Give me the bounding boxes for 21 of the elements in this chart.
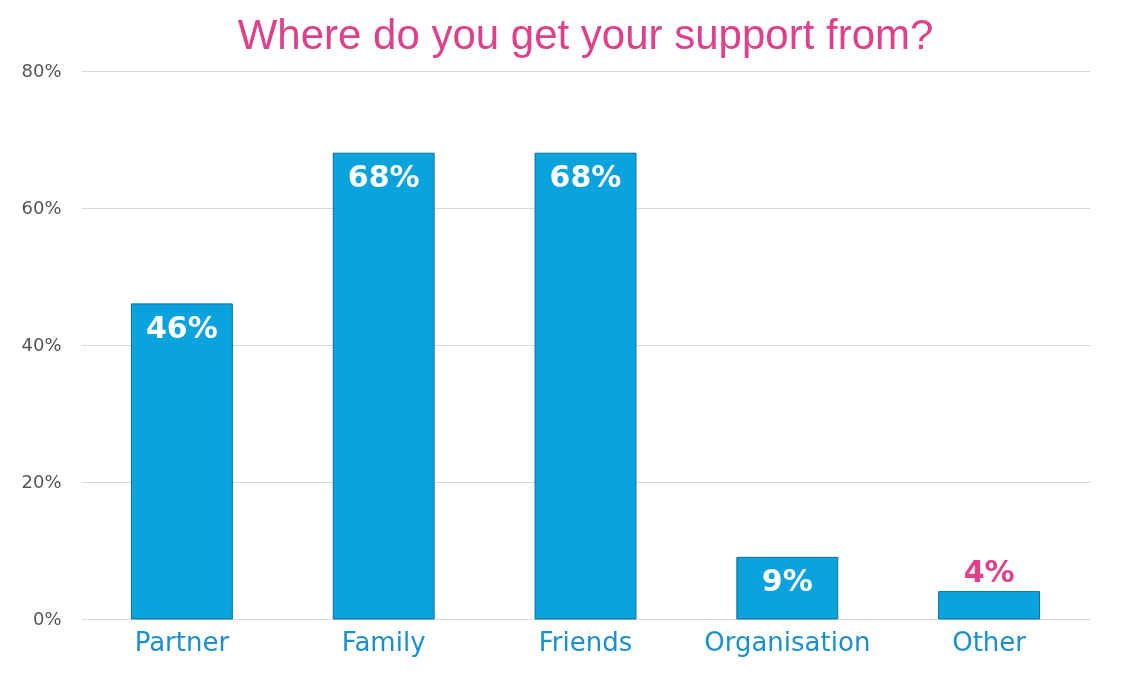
y-tick-label: 20% (21, 470, 62, 492)
y-tick-label: 60% (21, 196, 62, 218)
data-label: 4% (963, 553, 1015, 589)
x-tick-label: Partner (134, 626, 230, 657)
y-tick-label: 40% (21, 333, 62, 355)
bar (534, 152, 637, 620)
y-tick-label: 0% (32, 607, 62, 629)
x-tick-label: Other (952, 626, 1027, 657)
x-tick-label: Friends (538, 626, 633, 657)
data-label: 68% (549, 159, 622, 195)
bar (938, 591, 1041, 620)
bar (736, 556, 839, 620)
x-tick-label: Organisation (704, 626, 871, 657)
chart-title: Where do you get your support from? (237, 11, 934, 58)
data-label: 46% (145, 309, 218, 345)
data-label: 9% (761, 563, 813, 599)
bar (130, 303, 233, 620)
x-tick-label: Family (341, 626, 426, 657)
data-label: 68% (347, 159, 420, 195)
bar (332, 152, 435, 620)
y-tick-label: 80% (21, 59, 62, 81)
